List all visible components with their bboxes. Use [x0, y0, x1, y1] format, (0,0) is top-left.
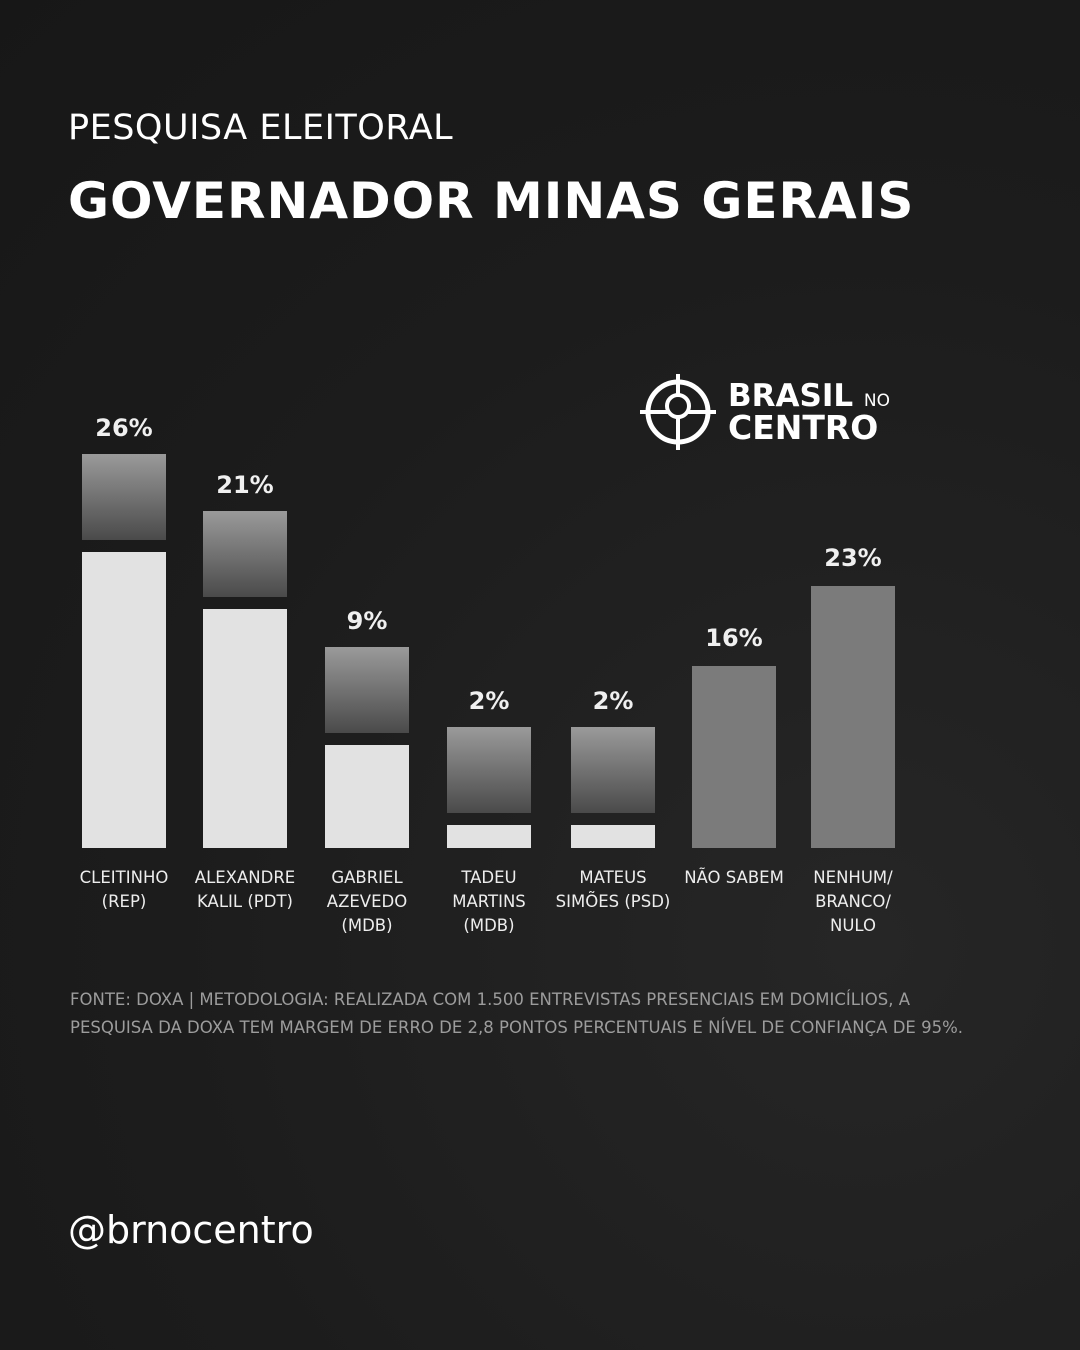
category-label: GABRIEL AZEVEDO (MDB)	[326, 868, 408, 935]
logo-small: NO	[863, 391, 891, 411]
logo-text: BRASIL NO	[728, 378, 890, 414]
bar	[82, 551, 166, 848]
bar	[571, 825, 655, 848]
photo	[571, 727, 655, 814]
bar	[203, 608, 287, 848]
photo	[82, 453, 166, 540]
subtitle: PESQUISA ELEITORAL	[68, 108, 454, 148]
logo-line1: BRASIL	[728, 378, 854, 414]
category-label: ALEXANDRE KALIL (PDT)	[194, 868, 296, 911]
bar	[447, 825, 531, 848]
value-label: 9%	[346, 607, 388, 636]
value-label: 2%	[468, 687, 510, 716]
handle: @brnocentro	[68, 1208, 314, 1252]
value-label: 23%	[824, 543, 882, 572]
category-label: NÃO SABEM	[684, 868, 784, 887]
photo	[447, 727, 531, 814]
value-label: 21%	[216, 470, 274, 499]
category-label: CLEITINHO (REP)	[79, 868, 169, 911]
value-label: 2%	[592, 687, 634, 716]
value-label: 16%	[705, 623, 763, 652]
photo	[203, 510, 287, 597]
category-label: TADEU MARTINS (MDB)	[452, 868, 526, 935]
category-label: NENHUM/ BRANCO/ NULO	[813, 868, 893, 935]
title: GOVERNADOR MINAS GERAIS	[68, 172, 915, 230]
category-label: MATEUS SIMÕES (PSD)	[555, 868, 671, 911]
value-label: 26%	[95, 413, 153, 442]
logo-line2: CENTRO	[728, 408, 879, 447]
bar	[692, 665, 776, 848]
source: FONTE: DOXA | METODOLOGIA: REALIZADA COM…	[70, 990, 963, 1037]
photo	[325, 647, 409, 734]
bar	[325, 745, 409, 848]
logo-mark	[640, 374, 716, 450]
bar	[811, 585, 895, 848]
